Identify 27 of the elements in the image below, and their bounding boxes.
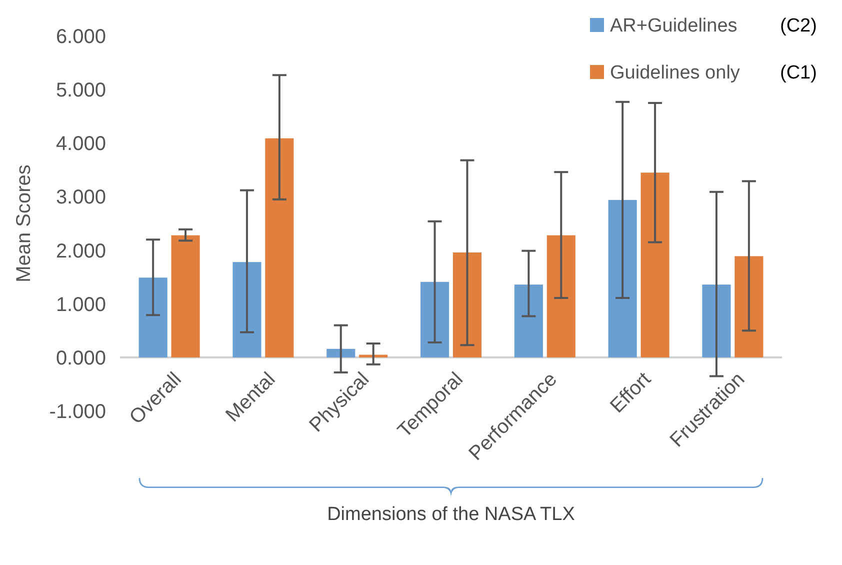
y-tick-label: 0.000 [56, 347, 106, 370]
y-tick-label: 1.000 [56, 294, 106, 316]
y-tick-label: 2.000 [56, 240, 106, 262]
y-tick-label: 6.000 [56, 26, 106, 48]
bar [452, 252, 482, 358]
bar [546, 235, 576, 358]
text: (C2) [780, 16, 817, 37]
y-tick-label: 3.000 [56, 186, 106, 209]
legend-label: Guidelines only [610, 62, 740, 84]
y-axis-title: Mean Scores [13, 164, 35, 282]
bar [171, 235, 200, 358]
y-tick-label: -1.000 [49, 401, 106, 423]
x-axis-title: Dimensions of the NASA TLX [327, 504, 576, 525]
bar [734, 256, 764, 358]
legend-label: AR+Guidelines [610, 16, 738, 37]
y-tick-label: 4.000 [56, 133, 106, 156]
bar [608, 200, 637, 358]
bar [265, 138, 294, 358]
bar [420, 282, 450, 358]
annotation: (C1) [780, 62, 817, 84]
bar [326, 348, 356, 358]
bar [232, 262, 262, 358]
y-tick-label: 5.000 [56, 80, 106, 102]
bar [702, 284, 731, 358]
bar [514, 284, 543, 358]
bar [640, 172, 670, 358]
bar [138, 278, 168, 358]
